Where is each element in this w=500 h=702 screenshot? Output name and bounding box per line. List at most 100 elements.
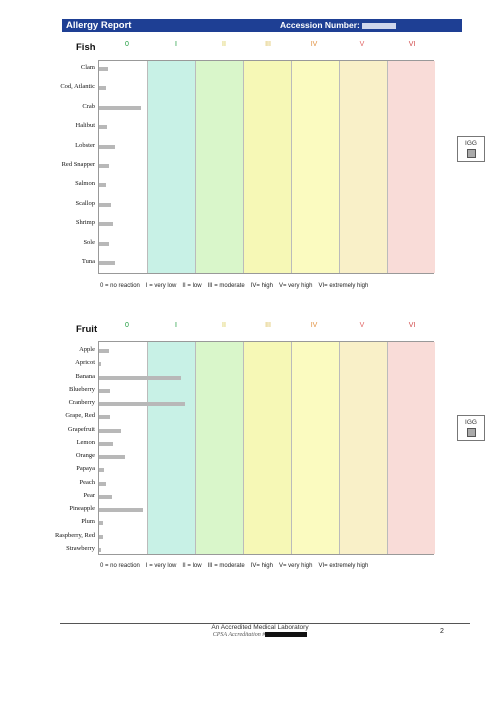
scale-legend: 0 = no reaction I = very low II = low III =…: [100, 283, 374, 289]
allergen-label: Banana: [75, 372, 96, 380]
allergen-label: Sole: [83, 238, 95, 246]
report-title: Allergy Report: [66, 20, 132, 31]
grade-band: [243, 61, 291, 273]
allergen-bar: [99, 67, 108, 71]
grade-band: [147, 61, 195, 273]
allergen-label: Red Snapper: [61, 161, 95, 168]
scale-legend-item: VI= extremely high: [318, 283, 369, 289]
report-header-bar: [62, 19, 462, 32]
accession-number: Accession Number:: [280, 20, 396, 31]
allergen-label: Peach: [79, 478, 95, 486]
allergen-label: Cod, Atlantic: [60, 83, 95, 91]
grade-label: V: [359, 322, 365, 329]
footer-lab-name: An Accredited Medical Laboratory: [211, 624, 309, 631]
allergen-label: Grape, Red: [65, 412, 95, 420]
allergen-bar: [99, 508, 144, 512]
allergen-bar: [99, 388, 110, 393]
allergen-bar: [99, 362, 102, 367]
igg-legend: IGG: [457, 136, 485, 162]
grade-label: IV: [310, 41, 318, 48]
scale-legend-item: I = very low: [145, 563, 177, 569]
scale-legend-item: IV= high: [250, 283, 273, 289]
scale-legend-item: II = low: [182, 283, 202, 289]
scale-legend-item: I = very low: [145, 283, 177, 289]
scale-legend-item: VI= extremely high: [318, 563, 369, 569]
grade-band: [339, 342, 387, 554]
allergen-bar: [99, 105, 142, 110]
allergen-bar: [99, 164, 109, 168]
section-title-fruit: Fruit: [76, 324, 98, 335]
grade-band: [291, 342, 339, 554]
allergen-bar: [99, 415, 111, 420]
scale-legend-item: 0 = no reaction: [100, 563, 140, 569]
allergen-bar: [99, 481, 107, 486]
allergen-bar: [99, 521, 103, 526]
grade-label: IV: [310, 322, 318, 329]
grade-label: 0: [125, 41, 129, 48]
grade-label: 0: [125, 322, 129, 329]
allergen-bar: [99, 375, 181, 380]
allergen-label: Grapefruit: [67, 425, 95, 433]
grade-label: I: [175, 322, 177, 329]
grade-label: V: [359, 41, 365, 48]
scale-legend-item: V= very high: [278, 563, 313, 569]
allergen-bar: [99, 125, 108, 130]
grade-label: VI: [408, 322, 416, 329]
allergen-label: Apricot: [75, 359, 95, 367]
igg-label: IGG: [465, 140, 477, 147]
grade-band: [195, 61, 243, 273]
allergen-bar: [99, 402, 186, 406]
accession-redaction: [361, 22, 396, 29]
allergen-bar: [99, 441, 114, 446]
allergen-label: Clam: [80, 64, 95, 71]
allergen-label: Orange: [75, 452, 95, 459]
allergen-label: Plum: [81, 518, 95, 526]
footer-accreditation: CPSA Accreditation #: [180, 632, 340, 638]
allergen-bar: [99, 428, 121, 433]
grade-band: [387, 342, 435, 554]
grade-label: I: [175, 41, 177, 48]
igg-legend: IGG: [457, 415, 485, 441]
allergen-label: Strawberry: [66, 544, 95, 552]
allergen-label: Halibut: [75, 122, 96, 130]
grade-label: VI: [408, 41, 416, 48]
grade-label: II: [222, 322, 226, 329]
allergen-label: Raspberry, Red: [54, 531, 95, 539]
allergen-bar: [99, 547, 102, 552]
page-number: 2: [440, 628, 444, 635]
grade-label: III: [265, 41, 271, 48]
fish-chart: [98, 60, 435, 274]
igg-label: IGG: [465, 419, 477, 426]
grade-label: II: [222, 41, 226, 48]
allergen-bar: [99, 455, 126, 459]
allergen-bar: [99, 222, 114, 227]
igg-swatch: [467, 149, 476, 158]
grade-band: [291, 61, 339, 273]
scale-legend-item: IV= high: [250, 563, 273, 569]
allergen-label: Salmon: [75, 180, 95, 188]
allergen-label: Scallop: [75, 199, 96, 207]
scale-legend-item: 0 = no reaction: [100, 283, 140, 289]
fruit-chart: [98, 341, 435, 555]
allergen-bar: [99, 86, 107, 91]
scale-legend: 0 = no reaction I = very low II = low III =…: [100, 563, 374, 569]
accession-label: Accession Number:: [280, 20, 360, 30]
section-title-fish: Fish: [76, 42, 96, 53]
footer-accreditation-label: CPSA Accreditation #: [212, 632, 266, 638]
allergen-label: Blueberry: [69, 385, 95, 393]
allergen-bar: [99, 534, 103, 539]
allergen-bar: [99, 468, 104, 473]
accreditation-redaction: [265, 632, 308, 638]
grade-band: [195, 342, 243, 554]
allergen-bar: [99, 241, 109, 246]
allergen-bar: [99, 183, 107, 188]
allergen-bar: [99, 494, 113, 499]
allergen-bar: [99, 261, 115, 265]
grade-band: [243, 342, 291, 554]
igg-swatch: [467, 428, 476, 437]
allergen-label: Pineapple: [69, 505, 95, 512]
footer-divider: [60, 623, 470, 624]
grade-band: [147, 342, 195, 554]
scale-legend-item: III = moderate: [207, 563, 245, 569]
grade-label: III: [265, 322, 271, 329]
